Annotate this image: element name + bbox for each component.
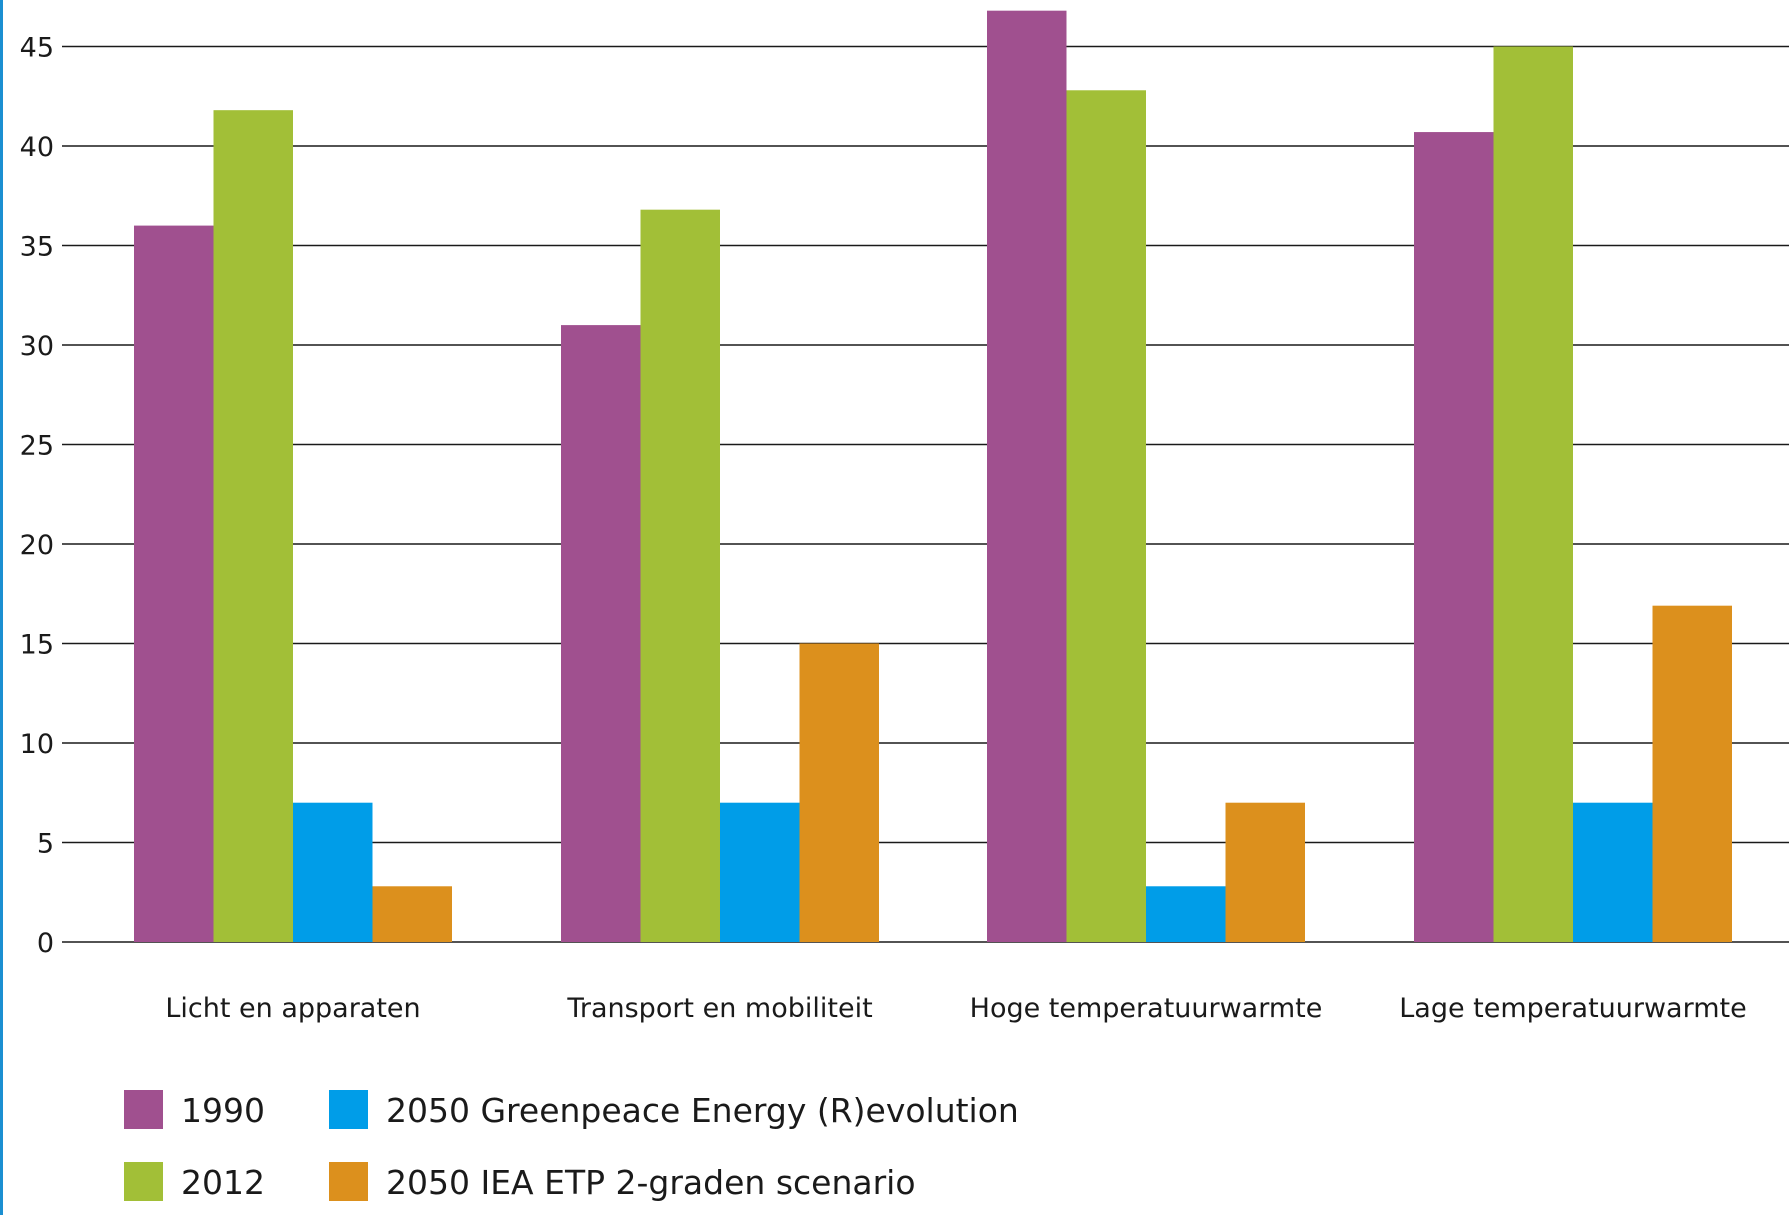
bar [1493,46,1573,942]
bars [134,10,1732,943]
legend-swatch [124,1090,163,1129]
x-category-label: Lage temperatuurwarmte [1399,993,1746,1024]
legend-swatch [329,1162,368,1201]
y-tick-label: 40 [20,132,54,163]
bar [640,209,720,942]
y-tick-label: 15 [20,630,54,661]
legend-label: 2012 [181,1163,265,1202]
bar [213,110,293,943]
bar [1652,605,1732,942]
bar [720,802,800,942]
y-tick-label: 10 [20,729,54,760]
bar [293,802,373,942]
bar [134,225,214,943]
bar [561,325,641,943]
legend-swatch [124,1162,163,1201]
left-frame-border [0,0,3,1215]
legend-label: 1990 [181,1091,265,1130]
y-tick-label: 30 [20,331,54,362]
y-tick-label: 35 [20,232,54,263]
legend: 1990 2012 2050 Greenpeace Energy (R)evolut… [124,1090,1019,1202]
x-category-label: Hoge temperatuurwarmte [970,993,1323,1024]
y-tick-label: 25 [20,431,54,462]
bar [1573,802,1653,942]
y-tick-label: 5 [37,829,54,860]
bar [799,643,879,942]
x-axis-category-labels: Licht en apparaten Transport en mobilitei… [165,993,1746,1024]
legend-label: 2050 Greenpeace Energy (R)evolution [386,1091,1019,1130]
bar [987,10,1067,943]
y-tick-label: 20 [20,530,54,561]
bar [372,886,452,942]
y-tick-label: 45 [20,33,54,64]
legend-swatch [329,1090,368,1129]
legend-label: 2050 IEA ETP 2-graden scenario [386,1163,916,1202]
x-category-label: Licht en apparaten [165,993,420,1024]
bar [1414,132,1494,942]
bar [1066,90,1146,942]
y-tick-label: 0 [37,928,54,959]
bar [1225,802,1305,942]
bar [1146,886,1226,942]
x-category-label: Transport en mobiliteit [566,993,872,1024]
y-axis-ticks: 0 5 10 15 20 25 30 35 40 45 [20,33,54,960]
